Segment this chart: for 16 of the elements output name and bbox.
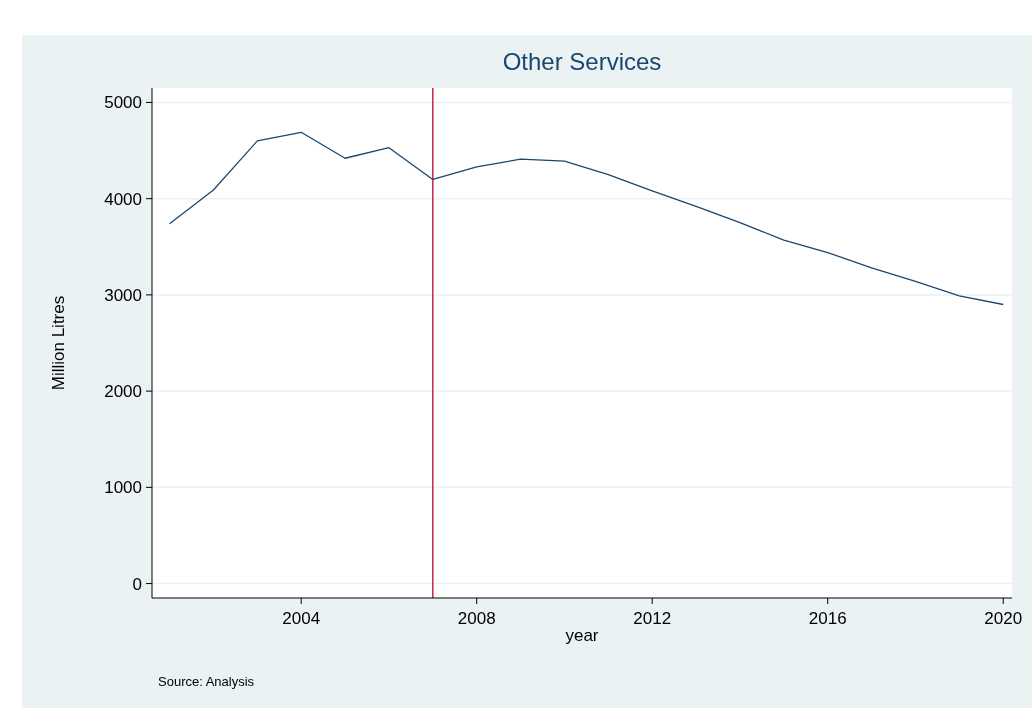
y-tick-label: 4000 <box>104 189 142 209</box>
y-tick-label: 2000 <box>104 382 142 402</box>
x-tick-label: 2020 <box>984 609 1023 628</box>
line-series <box>168 131 1004 306</box>
x-tick-label: 2016 <box>808 609 847 628</box>
y-tick-label: 0 <box>132 574 142 594</box>
y-tick-label: 1000 <box>104 478 142 498</box>
y-axis-title: Million Litres <box>49 295 68 391</box>
source-note: Source: Analysis <box>158 674 255 689</box>
x-tick-label: 2004 <box>282 609 321 628</box>
y-tick-label: 5000 <box>104 93 142 113</box>
x-axis-title: year <box>565 626 599 645</box>
y-tick-label: 3000 <box>104 285 142 305</box>
chart-title: Other Services <box>502 48 662 75</box>
x-tick-label: 2008 <box>457 609 496 628</box>
x-tick-label: 2012 <box>633 609 672 628</box>
